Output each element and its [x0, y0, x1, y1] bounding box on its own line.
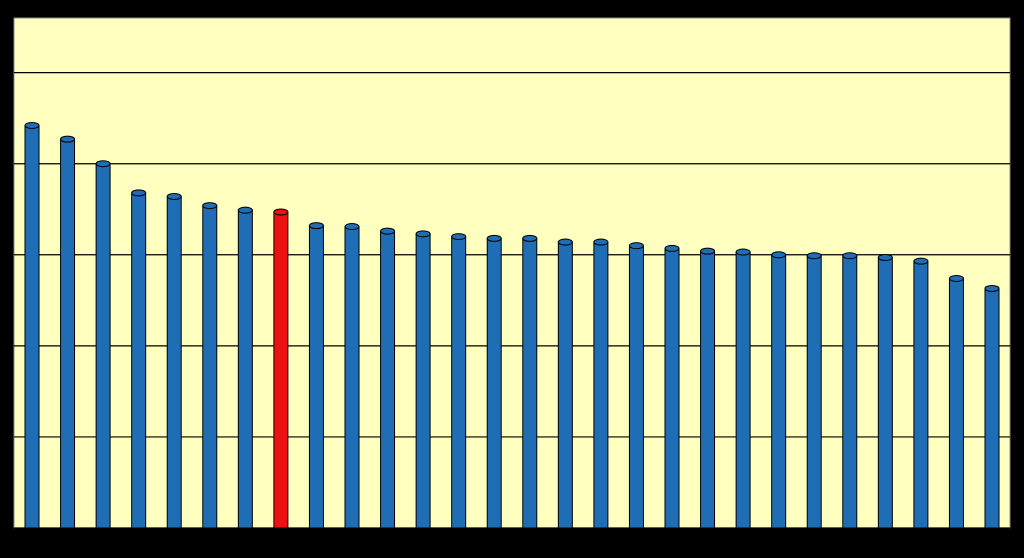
- bar-cap: [95, 160, 111, 168]
- bar: [202, 205, 218, 529]
- bar: [24, 124, 40, 529]
- bar-cap: [308, 222, 324, 230]
- bar: [771, 254, 787, 529]
- bar: [344, 226, 360, 529]
- bar: [60, 138, 76, 529]
- bar-cap: [806, 252, 822, 260]
- bar-cap: [131, 189, 147, 197]
- bar: [877, 257, 893, 529]
- bar: [237, 209, 253, 529]
- bar: [522, 237, 538, 529]
- bar: [593, 241, 609, 529]
- bar-cap: [486, 234, 502, 242]
- bar: [700, 250, 716, 529]
- bar: [451, 236, 467, 529]
- bar: [95, 163, 111, 529]
- bar-cap: [948, 274, 964, 282]
- bar: [486, 237, 502, 529]
- bar-cap: [557, 238, 573, 246]
- bar-cap: [273, 208, 289, 216]
- bar: [806, 255, 822, 529]
- plot-area: [13, 17, 1011, 529]
- bar-cap: [380, 227, 396, 235]
- bar: [664, 247, 680, 529]
- bar-cap: [700, 247, 716, 255]
- bar: [557, 241, 573, 529]
- bar: [628, 245, 644, 529]
- bar: [735, 251, 751, 529]
- bar-cap: [522, 234, 538, 242]
- bar-cap: [60, 135, 76, 143]
- bar-cap: [735, 248, 751, 256]
- bar: [984, 287, 1000, 529]
- bar: [166, 196, 182, 529]
- bar-cap: [664, 244, 680, 252]
- bar-cap: [593, 238, 609, 246]
- bar: [415, 233, 431, 529]
- bar-cap: [877, 254, 893, 262]
- bar: [842, 255, 858, 529]
- bar: [308, 225, 324, 529]
- bar-cap: [913, 257, 929, 265]
- bar-cap: [984, 284, 1000, 292]
- bar-cap: [166, 193, 182, 200]
- bar-cap: [237, 206, 253, 214]
- bar-cap: [842, 252, 858, 260]
- bar: [913, 260, 929, 529]
- floor: [14, 528, 1010, 536]
- bar-cap: [415, 230, 431, 238]
- bar-cap: [202, 202, 218, 210]
- bar-cap: [451, 233, 467, 241]
- bar-cap: [24, 121, 40, 129]
- bar: [380, 230, 396, 529]
- bar-cap: [771, 251, 787, 259]
- bar: [273, 211, 289, 529]
- bar-cap: [344, 223, 360, 231]
- bar: [948, 277, 964, 529]
- bar-cap: [628, 242, 644, 250]
- bar: [131, 192, 147, 529]
